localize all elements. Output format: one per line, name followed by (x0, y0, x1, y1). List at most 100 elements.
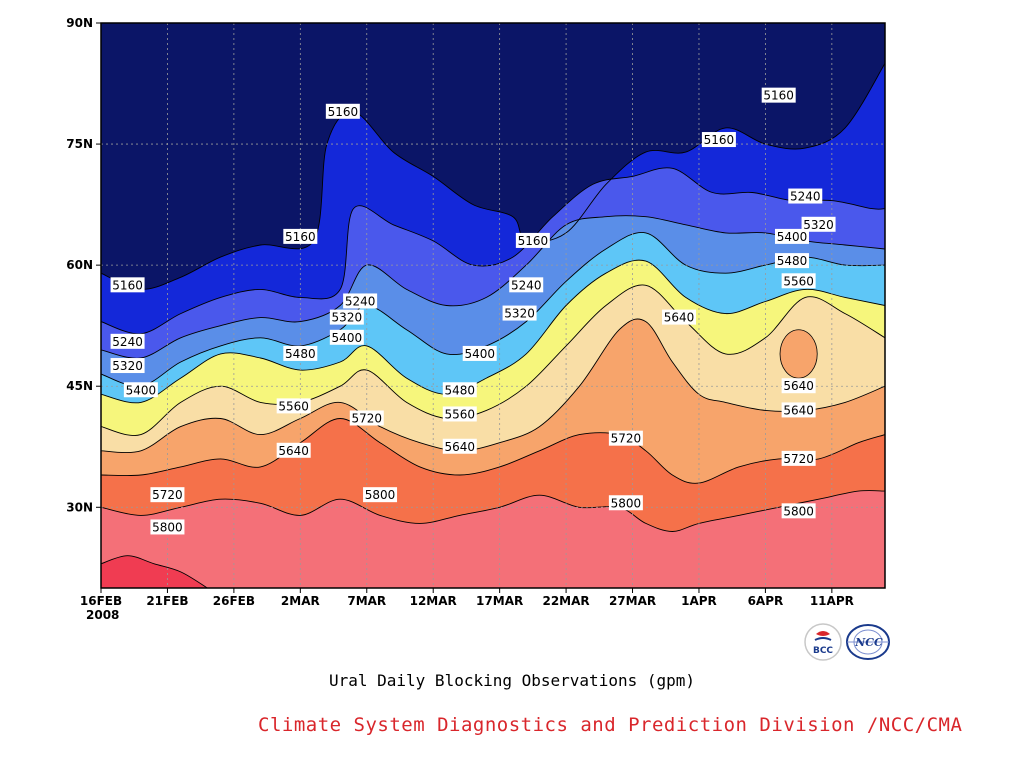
contour-labels: 5160 5240 5320 5400 5720 5800 5160 5480 5560 5640… (110, 87, 836, 535)
contour-label: 5720 (781, 450, 816, 466)
x-tick-label: 12MAR (410, 594, 457, 608)
contour-label-box (349, 410, 384, 426)
contour-label: 5720 (608, 430, 643, 446)
contour-label: 5320 (110, 358, 145, 374)
contour-label: 5640 (662, 309, 697, 325)
contour-label-text: 5640 (664, 311, 695, 325)
contour-label-text: 5400 (332, 331, 363, 345)
contour-label-text: 5560 (278, 399, 309, 413)
x-tick-label: 7MAR (347, 594, 386, 608)
contour-label-box (343, 293, 378, 309)
contour-label: 5400 (329, 329, 364, 345)
contour-label-text: 5320 (504, 307, 535, 321)
contour-label: 5240 (110, 333, 145, 349)
contour-label-text: 5640 (278, 444, 309, 458)
contour-label-box (502, 305, 537, 321)
x-tick-label: 2MAR (281, 594, 320, 608)
contour-label-box (329, 329, 364, 345)
contour-label-text: 5240 (511, 278, 542, 292)
contour-label-text: 5160 (112, 278, 143, 292)
contour-label-box (442, 382, 477, 398)
contour-label-text: 5400 (777, 230, 808, 244)
contour-label: 5160 (761, 87, 796, 103)
contour-label: 5800 (608, 495, 643, 511)
contour-label-box (363, 487, 398, 503)
contour-label-text: 5240 (112, 335, 143, 349)
contour-label-text: 5720 (783, 452, 814, 466)
contour-label-box (325, 103, 360, 119)
contour-line-5640 (101, 318, 885, 454)
contour-label-text: 5720 (611, 432, 642, 446)
contour-label-text: 5720 (152, 488, 183, 502)
contour-label-box (608, 430, 643, 446)
contour-label-box (150, 487, 185, 503)
contour-label-box (283, 228, 318, 244)
x-axis: 16FEB 21FEB 26FEB 2MAR 7MAR 12MAR 17MAR 22MAR 27… (80, 588, 854, 608)
contour-line-5880 (101, 555, 208, 588)
contour-label: 5480 (774, 253, 809, 269)
contour-label-box (788, 188, 823, 204)
contour-label-box (774, 228, 809, 244)
contour-label-box (329, 309, 364, 325)
contour-label: 5320 (502, 305, 537, 321)
contour-label: 5160 (325, 103, 360, 119)
contour-label-text: 5560 (783, 274, 814, 288)
contour-label: 5160 (701, 132, 736, 148)
contour-label-box (110, 333, 145, 349)
ncc-logo: NCC (845, 622, 890, 662)
contour-label: 5480 (442, 382, 477, 398)
contour-label-text: 5480 (445, 383, 476, 397)
contour-label-box (781, 402, 816, 418)
contour-line-5400 (101, 232, 885, 387)
contour-label-box (515, 232, 550, 248)
contour-label-text: 5480 (777, 254, 808, 268)
contour-label-text: 5800 (365, 488, 396, 502)
contour-label-text: 5800 (783, 504, 814, 518)
contour-label-text: 5320 (112, 359, 143, 373)
contour-label-box (781, 273, 816, 289)
bcc-logo: BCC (803, 622, 843, 662)
x-tick-label: 1APR (681, 594, 717, 608)
contour-line-5800 (101, 490, 885, 532)
contour-line-5560 (101, 284, 885, 436)
contour-label-box (774, 253, 809, 269)
x-tick-label: 17MAR (476, 594, 523, 608)
contour-label: 5640 (781, 378, 816, 394)
contour-label-box (283, 345, 318, 361)
x-tick-label: 11APR (810, 594, 854, 608)
contour-label-text: 5640 (445, 440, 476, 454)
contour-lines (101, 63, 885, 588)
contour-label: 5560 (276, 398, 311, 414)
x-year-label: 2008 (86, 608, 119, 622)
y-axis: 30N 45N 60N 75N 90N (66, 16, 101, 514)
contour-label-box (509, 277, 544, 293)
contour-label-text: 5400 (126, 383, 157, 397)
band-fill-5800 (101, 490, 885, 588)
contour-label-text: 5240 (345, 294, 376, 308)
contour-label: 5720 (349, 410, 384, 426)
contour-label: 5640 (276, 442, 311, 458)
contour-label-text: 5160 (285, 230, 316, 244)
x-tick-label: 21FEB (146, 594, 188, 608)
contour-label-text: 5640 (783, 379, 814, 393)
contour-label-box (110, 358, 145, 374)
contour-label-text: 5240 (790, 190, 821, 204)
contour-label-text: 5320 (332, 311, 363, 325)
contour-label-box (123, 382, 158, 398)
contour-label-box (276, 442, 311, 458)
chart-caption: Ural Daily Blocking Observations (gpm) (328, 671, 696, 690)
contour-label-box (110, 277, 145, 293)
contour-label-box (781, 378, 816, 394)
x-tick-label: 16FEB (80, 594, 122, 608)
contour-label: 5160 (110, 277, 145, 293)
contour-label: 5160 (283, 228, 318, 244)
credit-line: Climate System Diagnostics and Predictio… (258, 714, 963, 736)
contour-label: 5800 (150, 519, 185, 535)
contour-line-5240 (101, 167, 885, 335)
contour-line-5480 (101, 259, 885, 404)
contour-label: 5800 (781, 503, 816, 519)
contour-label-text: 5160 (704, 133, 735, 147)
contour-label-text: 5480 (285, 347, 316, 361)
contour-chart: 5160 5240 5320 5400 5720 5800 5160 5480 5560 5640… (66, 16, 886, 622)
x-tick-label: 6APR (748, 594, 784, 608)
